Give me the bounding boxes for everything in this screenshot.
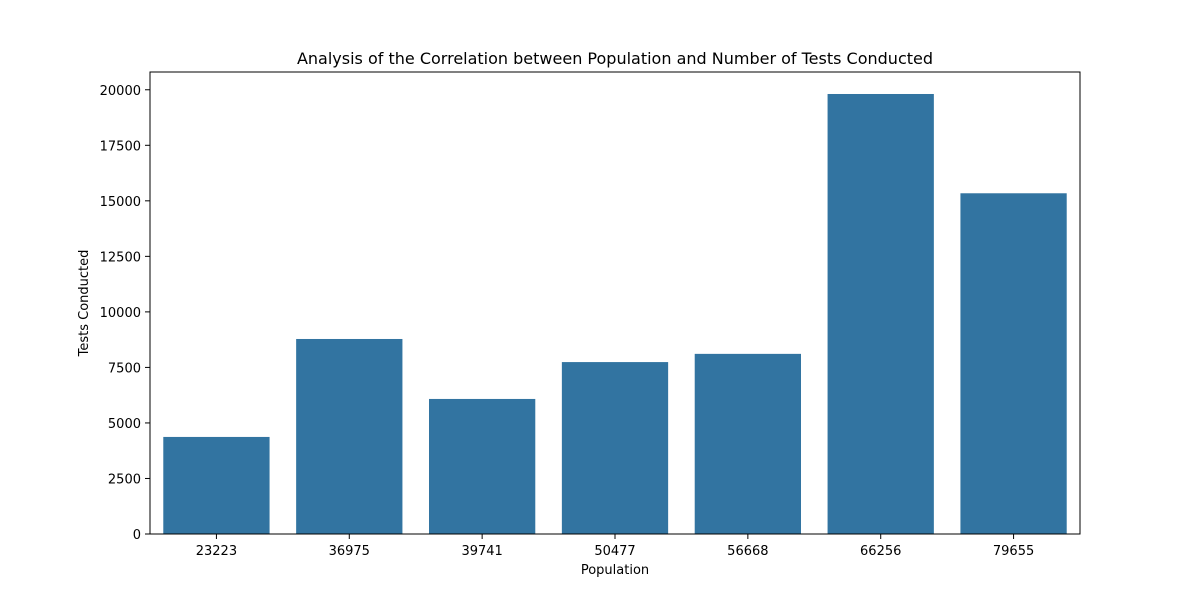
y-axis-label: Tests Conducted — [77, 250, 92, 358]
bar-66256 — [827, 93, 934, 534]
y-tick-label: 2500 — [108, 472, 141, 487]
x-tick-label: 79655 — [993, 544, 1034, 559]
x-tick-label: 50477 — [594, 544, 635, 559]
y-tick-label: 7500 — [108, 361, 141, 376]
y-tick-label: 10000 — [100, 306, 141, 321]
x-axis: 23223 36975 39741 50477 56668 66256 79655 — [196, 534, 1034, 559]
y-tick-label: 12500 — [100, 250, 141, 265]
y-tick-label: 0 — [133, 528, 141, 543]
x-tick-label: 56668 — [727, 544, 768, 559]
x-tick-label: 66256 — [860, 544, 901, 559]
y-axis: 0 2500 5000 7500 10000 12500 15000 17500 20000 — [100, 84, 150, 543]
bar-23223 — [163, 436, 270, 534]
y-tick-label: 20000 — [100, 84, 141, 99]
y-tick-label: 17500 — [100, 139, 141, 154]
plot-frame — [149, 71, 1081, 535]
chart-title: Analysis of the Correlation between Popu… — [297, 49, 933, 68]
x-tick-label: 39741 — [461, 544, 502, 559]
bar-39741 — [429, 398, 536, 534]
bar-56668 — [694, 353, 801, 534]
x-axis-label: Population — [581, 563, 649, 578]
bars-layer — [163, 93, 1067, 534]
bar-36975 — [296, 338, 403, 534]
x-tick-label: 23223 — [196, 544, 237, 559]
y-tick-label: 5000 — [108, 417, 141, 432]
bar-79655 — [960, 193, 1067, 534]
bar-50477 — [561, 362, 669, 534]
x-tick-label: 36975 — [329, 544, 370, 559]
y-tick-label: 15000 — [100, 195, 141, 210]
